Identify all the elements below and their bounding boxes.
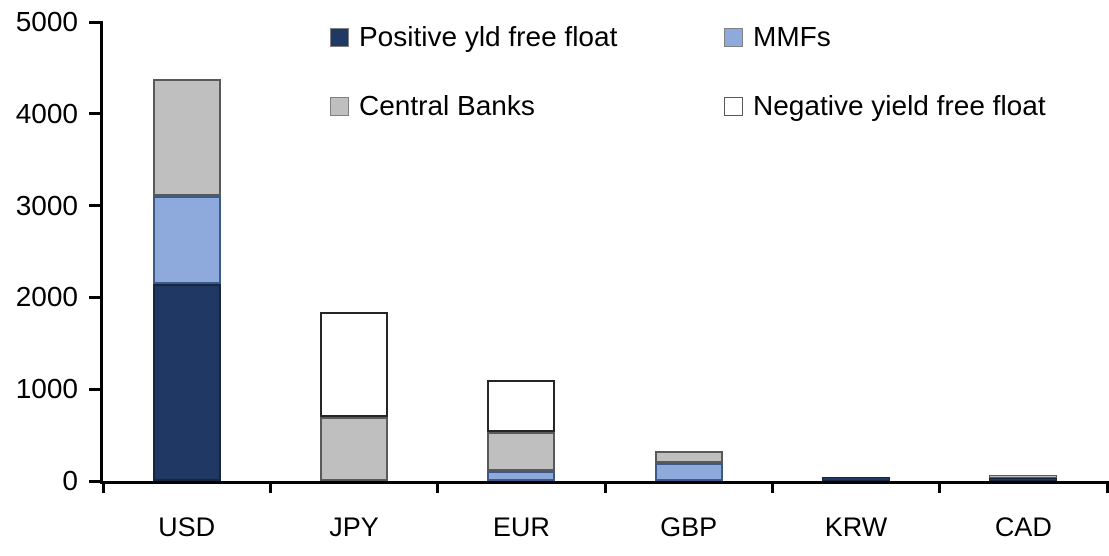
legend-item-negative-yield-free-float: Negative yield free float bbox=[724, 92, 1046, 120]
bar-segment-jpy-central-banks bbox=[320, 416, 388, 481]
y-axis-tick-label: 2000 bbox=[15, 281, 78, 313]
plot-area bbox=[100, 22, 1107, 484]
y-axis-tick bbox=[89, 20, 103, 24]
bar-segment-usd-central-banks bbox=[152, 78, 221, 197]
x-axis-tick bbox=[770, 481, 774, 493]
bar-segment-eur-central-banks bbox=[487, 432, 556, 471]
legend-swatch-central-banks bbox=[330, 96, 349, 116]
bar-segment-jpy-negative-yield-free-float bbox=[320, 312, 388, 417]
legend-label: Central Banks bbox=[359, 90, 535, 121]
legend-item-mmfs: MMFs bbox=[724, 23, 831, 51]
y-axis-tick bbox=[89, 387, 103, 391]
x-axis-tick bbox=[268, 481, 272, 493]
y-axis-tick bbox=[89, 112, 103, 116]
legend-label: MMFs bbox=[753, 21, 831, 52]
legend-item-central-banks: Central Banks bbox=[330, 92, 535, 120]
bar-segment-gbp-central-banks bbox=[654, 450, 723, 463]
y-axis-tick-label: 0 bbox=[62, 465, 78, 496]
y-axis-tick-label: 3000 bbox=[15, 189, 78, 221]
legend-swatch-mmfs bbox=[724, 27, 743, 47]
legend-swatch-negative-yield-free-float bbox=[724, 96, 743, 116]
legend-label: Positive yld free float bbox=[359, 21, 618, 52]
bar-segment-usd-positive-yld-free-float bbox=[152, 283, 221, 481]
x-axis-tick bbox=[603, 481, 607, 493]
bar-segment-gbp-mmfs bbox=[654, 462, 723, 481]
bar-segment-usd-mmfs bbox=[152, 196, 221, 284]
x-axis-tick bbox=[938, 481, 942, 493]
x-axis-category-label-eur: EUR bbox=[492, 512, 550, 542]
x-axis-category-label-cad: CAD bbox=[994, 512, 1052, 542]
y-axis-tick-label: 5000 bbox=[15, 6, 78, 37]
x-axis-category-label-gbp: GBP bbox=[660, 512, 718, 542]
x-axis-tick bbox=[101, 481, 105, 493]
bar-segment-eur-negative-yield-free-float bbox=[487, 380, 556, 433]
legend-item-positive-yld-free-float: Positive yld free float bbox=[330, 23, 617, 51]
y-axis-tick bbox=[89, 479, 103, 483]
y-axis-tick-label: 4000 bbox=[15, 97, 78, 129]
x-axis-category-label-krw: KRW bbox=[824, 512, 888, 542]
y-axis-tick-label: 1000 bbox=[15, 373, 78, 405]
bar-segment-cad-positive-yld-free-float bbox=[989, 478, 1058, 481]
legend-label: Negative yield free float bbox=[753, 90, 1046, 121]
x-axis-tick bbox=[436, 481, 440, 493]
legend-swatch-positive-yld-free-float bbox=[330, 27, 349, 47]
bar-segment-eur-mmfs bbox=[487, 470, 556, 481]
bar-segment-cad-central-banks bbox=[989, 475, 1058, 479]
x-axis-category-label-jpy: JPY bbox=[329, 512, 379, 542]
bar-segment-krw-positive-yld-free-float bbox=[822, 477, 890, 481]
x-axis-tick bbox=[1105, 481, 1109, 493]
x-axis-category-label-usd: USD bbox=[158, 512, 216, 542]
y-axis-tick bbox=[89, 204, 103, 208]
y-axis-tick bbox=[89, 295, 103, 299]
